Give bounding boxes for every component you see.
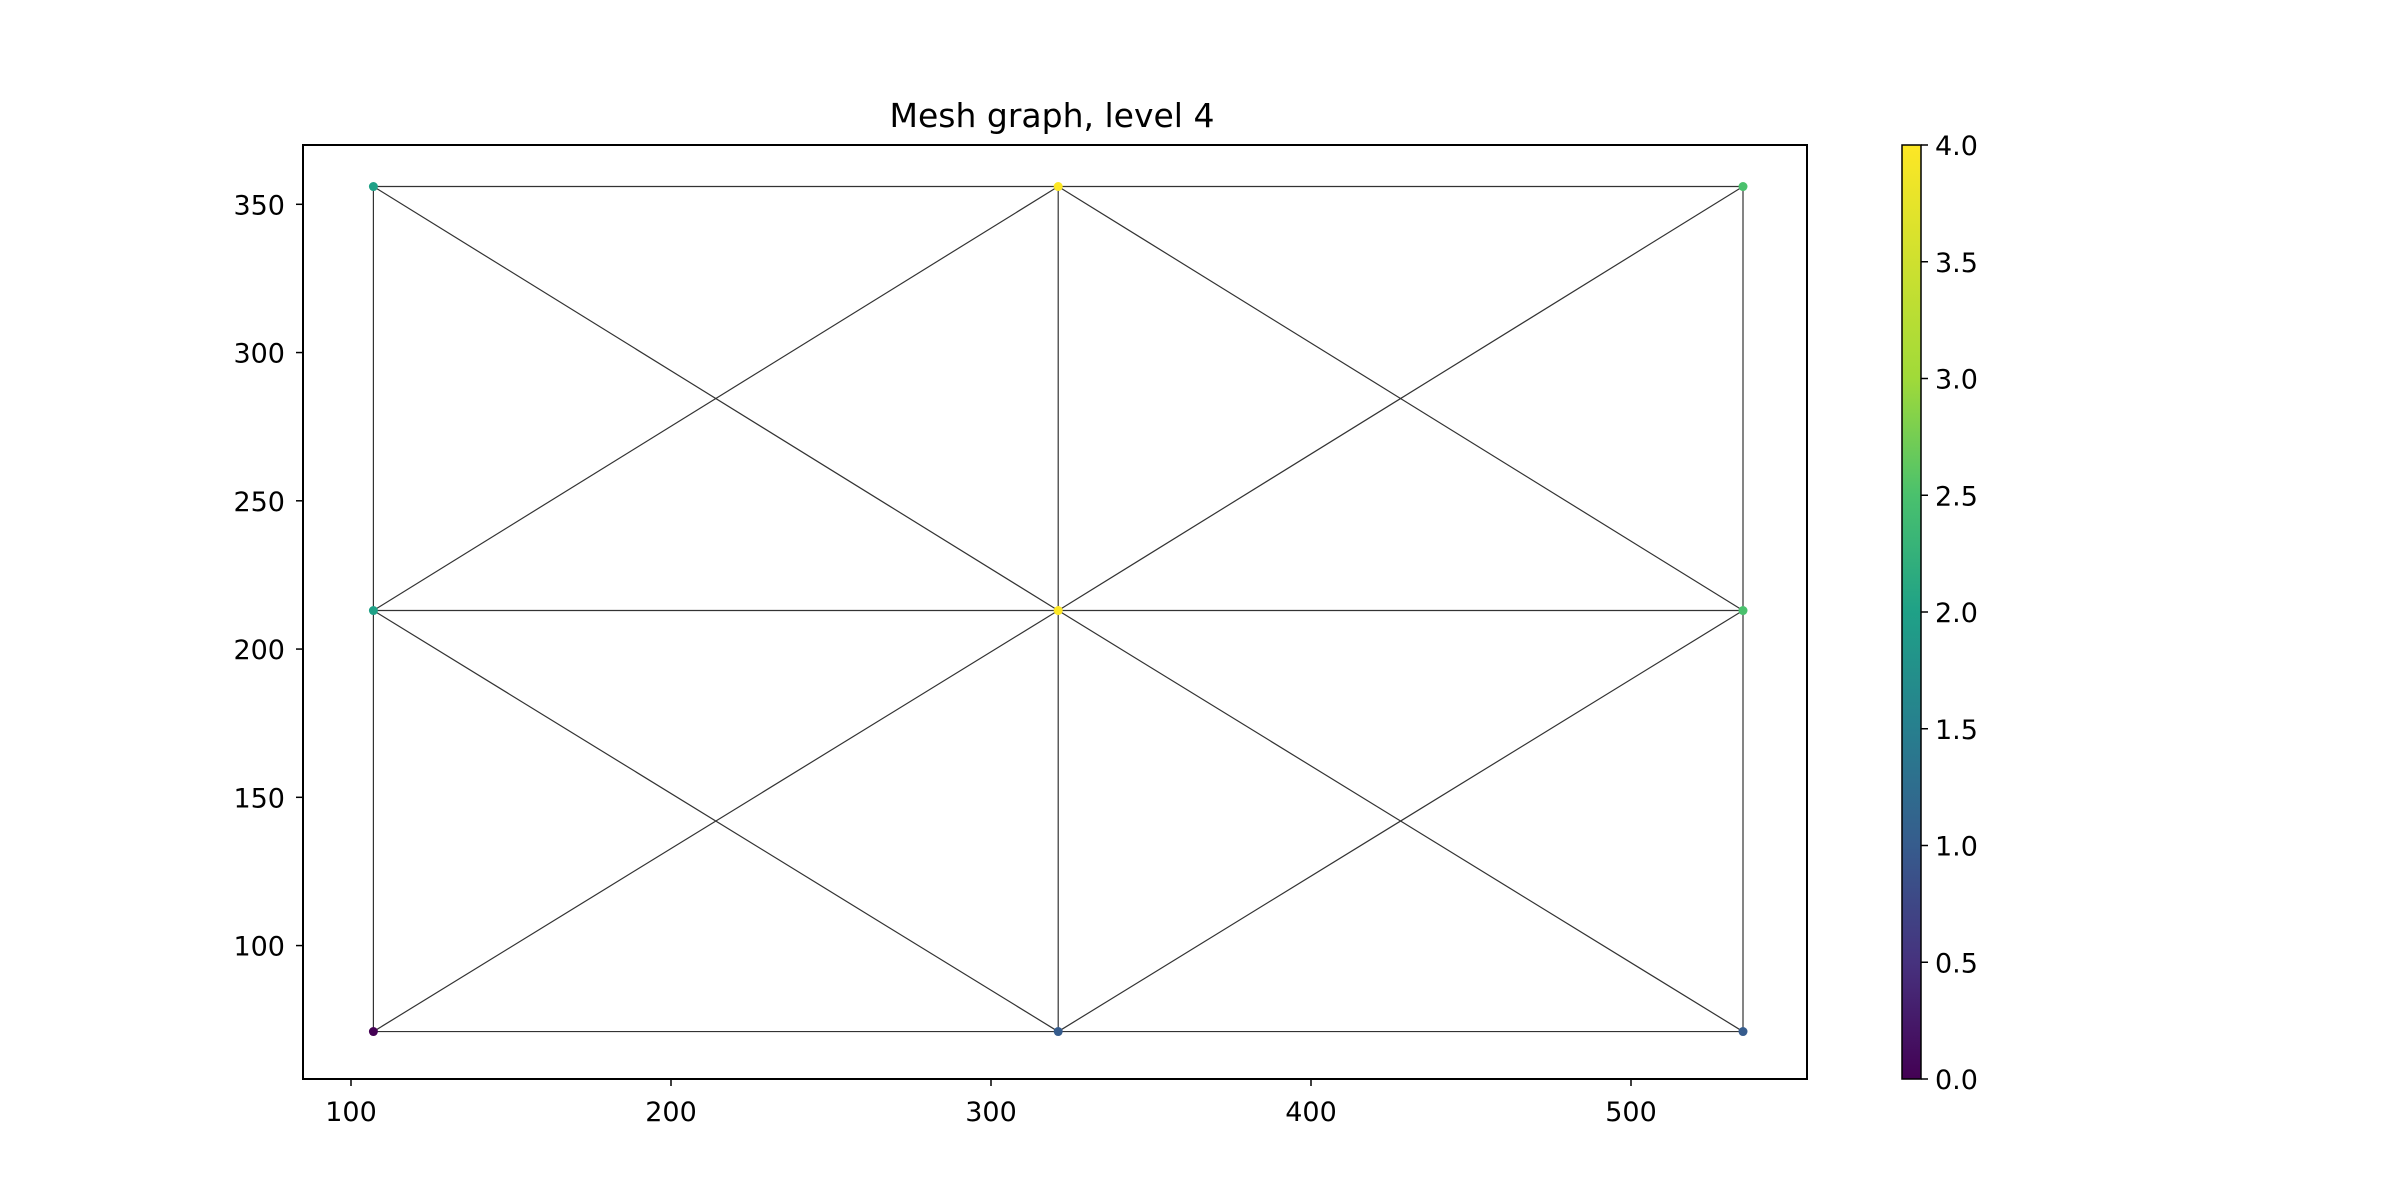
colorbar-tick-label: 4.0 — [1935, 131, 1978, 162]
x-tick-label: 300 — [965, 1097, 1017, 1128]
mesh-edge — [373, 610, 1059, 1033]
colorbar: 0.0 0.5 1.0 1.5 2.0 2.5 3.0 3.5 4.0 — [1901, 131, 1978, 1096]
chart-title: Mesh graph, level 4 — [890, 96, 1215, 135]
colorbar-ticks: 0.0 0.5 1.0 1.5 2.0 2.5 3.0 3.5 4.0 — [1921, 131, 1978, 1096]
mesh-edge — [1057, 186, 1744, 612]
colorbar-tick-label: 1.5 — [1935, 715, 1978, 746]
mesh-edges — [372, 185, 1744, 1033]
mesh-node — [1053, 1027, 1063, 1037]
plot-area-frame — [302, 144, 1808, 1080]
y-axis: 100 150 200 250 300 350 — [233, 190, 303, 963]
colorbar-tick-label: 1.0 — [1935, 832, 1978, 863]
mesh-edge — [373, 186, 1059, 612]
mesh-node — [1053, 182, 1063, 192]
y-tick-label: 200 — [233, 635, 285, 666]
y-tick-label: 150 — [233, 783, 285, 814]
mesh-node — [368, 1027, 378, 1037]
mesh-node — [368, 182, 378, 192]
y-tick-label: 250 — [233, 487, 285, 518]
mesh-edge — [1057, 610, 1744, 1033]
mesh-node — [1738, 182, 1748, 192]
mesh-node — [1738, 606, 1748, 616]
mesh-node — [1053, 606, 1063, 616]
colorbar-tick-label: 3.0 — [1935, 365, 1978, 396]
colorbar-gradient — [1902, 145, 1921, 1079]
mesh-nodes — [368, 182, 1748, 1037]
x-tick-label: 200 — [645, 1097, 697, 1128]
colorbar-tick-label: 2.5 — [1935, 481, 1978, 512]
mesh-node — [368, 606, 378, 616]
x-tick-label: 100 — [325, 1097, 377, 1128]
x-axis: 100 200 300 400 500 — [325, 1079, 1657, 1128]
colorbar-tick-label: 3.5 — [1935, 248, 1978, 279]
y-tick-label: 300 — [233, 339, 285, 370]
x-tick-label: 500 — [1605, 1097, 1657, 1128]
colorbar-tick-label: 0.5 — [1935, 948, 1978, 979]
mesh-node — [1738, 1027, 1748, 1037]
colorbar-tick-label: 2.0 — [1935, 598, 1978, 629]
y-tick-label: 350 — [233, 190, 285, 221]
y-tick-label: 100 — [233, 932, 285, 963]
colorbar-tick-label: 0.0 — [1935, 1065, 1978, 1096]
x-tick-label: 400 — [1285, 1097, 1337, 1128]
